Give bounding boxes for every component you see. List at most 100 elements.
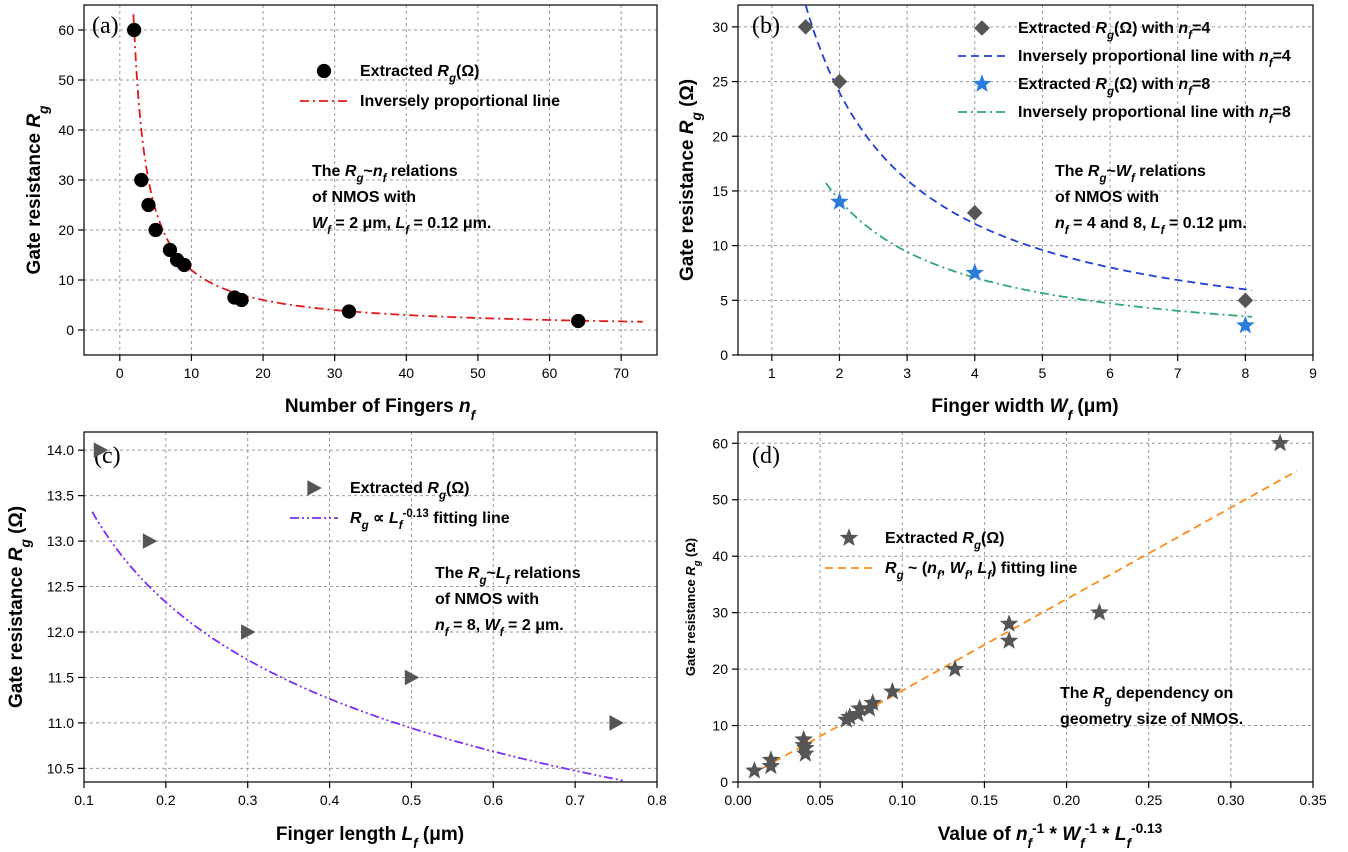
legend-entry-1: Extracted Rg(Ω) with nf=4 <box>1018 20 1210 42</box>
legend-entry-1: Extracted Rg(Ω) <box>360 63 479 85</box>
x-tick-label: 0.10 <box>889 792 916 808</box>
x-tick-label: 0.25 <box>1135 792 1162 808</box>
y-tick-label: 12.0 <box>47 624 74 640</box>
data-point-1-11 <box>850 698 869 717</box>
x-tick-label: 60 <box>542 365 558 381</box>
y-tick-label: 11.0 <box>48 715 74 731</box>
y-axis-label: Gate resistance Rg (Ω) <box>683 538 702 676</box>
data-point-1-2 <box>142 533 158 549</box>
y-tick-label: 30 <box>712 605 728 621</box>
chart-panel-1: 0 10 20 30 40 50 60 70 0 10 20 30 40 50 60 Number of Fi… <box>24 4 658 423</box>
x-tick-label: 70 <box>613 365 629 381</box>
y-tick-label: 13.0 <box>47 533 74 549</box>
y-tick-label: 14.0 <box>47 442 74 458</box>
annotation-line-1: The Rg~Wf relations <box>1055 163 1206 185</box>
legend-entry-1: Extracted Rg(Ω) <box>350 480 469 502</box>
x-tick-label: 0.20 <box>1053 792 1080 808</box>
legend-marker <box>974 20 990 36</box>
x-axis-label: Number of Fingers nf <box>285 396 477 423</box>
data-point-1-7 <box>796 744 815 762</box>
x-tick-label: 0.3 <box>238 792 258 808</box>
fit-curve-2 <box>91 511 625 782</box>
data-point-1-5 <box>609 715 624 731</box>
data-point-1-4 <box>404 669 420 686</box>
annotation-line-2: of NMOS with <box>312 189 416 206</box>
legend-entry-3: Extracted Rg(Ω) with nf=8 <box>1018 76 1210 98</box>
legend-marker <box>839 528 859 546</box>
data-point-1-17 <box>999 614 1019 632</box>
data-point-1-14 <box>883 681 902 700</box>
annotation-line-3: Wf = 2 μm, Lf = 0.12 μm. <box>312 215 491 237</box>
data-point-1-16 <box>999 631 1019 649</box>
y-axis-label: Gate resistance Rg <box>24 105 51 275</box>
y-tick-label: 40 <box>58 122 74 138</box>
x-tick-label: 0.8 <box>647 792 667 808</box>
y-tick-label: 11.5 <box>48 669 74 685</box>
data-point-1-11 <box>571 313 586 329</box>
x-tick-label: 3 <box>903 365 911 381</box>
data-point-3-3 <box>1236 315 1255 334</box>
data-point-1-13 <box>863 693 882 711</box>
x-tick-label: 0.00 <box>724 792 751 808</box>
data-point-1-9 <box>840 707 859 725</box>
y-tick-label: 15 <box>712 183 728 199</box>
x-axis-label: Finger width Wf (μm) <box>931 396 1118 423</box>
x-tick-label: 9 <box>1309 365 1317 381</box>
chart-panel-4: 0.00 0.05 0.10 0.15 0.20 0.25 0.30 0.35 0 10 20 30 4… <box>683 431 1327 851</box>
y-tick-label: 0 <box>720 774 728 790</box>
data-point-1-3 <box>141 197 156 213</box>
y-tick-label: 25 <box>712 74 728 90</box>
data-point-1-1 <box>93 442 109 458</box>
legend-marker <box>972 74 992 92</box>
fit-curve-2 <box>750 470 1298 776</box>
data-point-1-4 <box>148 222 163 238</box>
panel-label: (b) <box>752 13 780 39</box>
x-tick-label: 8 <box>1241 365 1249 381</box>
y-tick-label: 30 <box>58 172 74 188</box>
y-tick-label: 60 <box>712 435 728 451</box>
annotation-line-1: The Rg dependency on <box>1060 685 1233 707</box>
panel-label: (d) <box>752 443 780 469</box>
fit-curve-2 <box>804 5 1253 292</box>
y-tick-label: 10 <box>712 718 728 734</box>
y-tick-label: 50 <box>712 492 728 508</box>
x-tick-label: 0.15 <box>971 792 998 808</box>
y-tick-label: 20 <box>712 128 728 144</box>
x-tick-label: 50 <box>470 365 486 381</box>
data-point-1-18 <box>1090 602 1109 621</box>
y-tick-label: 12.5 <box>47 579 74 595</box>
x-tick-label: 0.05 <box>807 792 834 808</box>
chart-panel-2: 1 2 3 4 5 6 7 8 9 0 5 10 15 20 25 30 Finger width Wf (μm… <box>677 4 1317 423</box>
y-tick-label: 30 <box>712 19 728 35</box>
y-tick-label: 13.5 <box>47 488 74 504</box>
y-tick-label: 60 <box>58 22 74 38</box>
data-point-1-1 <box>126 22 142 38</box>
y-tick-label: 20 <box>58 222 74 238</box>
x-tick-label: 10 <box>184 365 200 381</box>
legend-entry-1: Extracted Rg(Ω) <box>885 530 1004 552</box>
data-point-1-5 <box>162 242 178 258</box>
data-point-1-3 <box>966 205 983 221</box>
legend-marker <box>307 480 322 496</box>
x-tick-label: 0.7 <box>565 792 585 808</box>
data-point-3-2 <box>965 263 984 281</box>
x-tick-label: 0.5 <box>402 792 422 808</box>
data-point-1-1 <box>797 19 814 35</box>
data-point-1-1 <box>745 761 764 779</box>
x-tick-label: 1 <box>768 365 776 381</box>
annotation-line-2: of NMOS with <box>435 591 539 608</box>
x-tick-label: 20 <box>255 365 271 381</box>
y-tick-label: 10.5 <box>47 760 74 776</box>
data-point-1-4 <box>1237 292 1254 309</box>
chart-panel-3: 0.1 0.2 0.3 0.4 0.5 0.6 0.7 0.8 10.5 11.0 11.5 12.0… <box>6 431 667 851</box>
data-point-1-10 <box>341 304 357 319</box>
x-axis-label: Value of nf-1 * Wf-1 * Lf-0.13 <box>938 821 1163 851</box>
x-tick-label: 0 <box>116 365 124 381</box>
legend-entry-4: Inversely proportional line with nf=8 <box>1018 104 1291 126</box>
panel-label: (a) <box>92 13 119 39</box>
x-tick-label: 30 <box>327 365 343 381</box>
x-tick-label: 4 <box>971 365 979 381</box>
x-tick-label: 40 <box>399 365 415 381</box>
x-tick-label: 2 <box>836 365 844 381</box>
